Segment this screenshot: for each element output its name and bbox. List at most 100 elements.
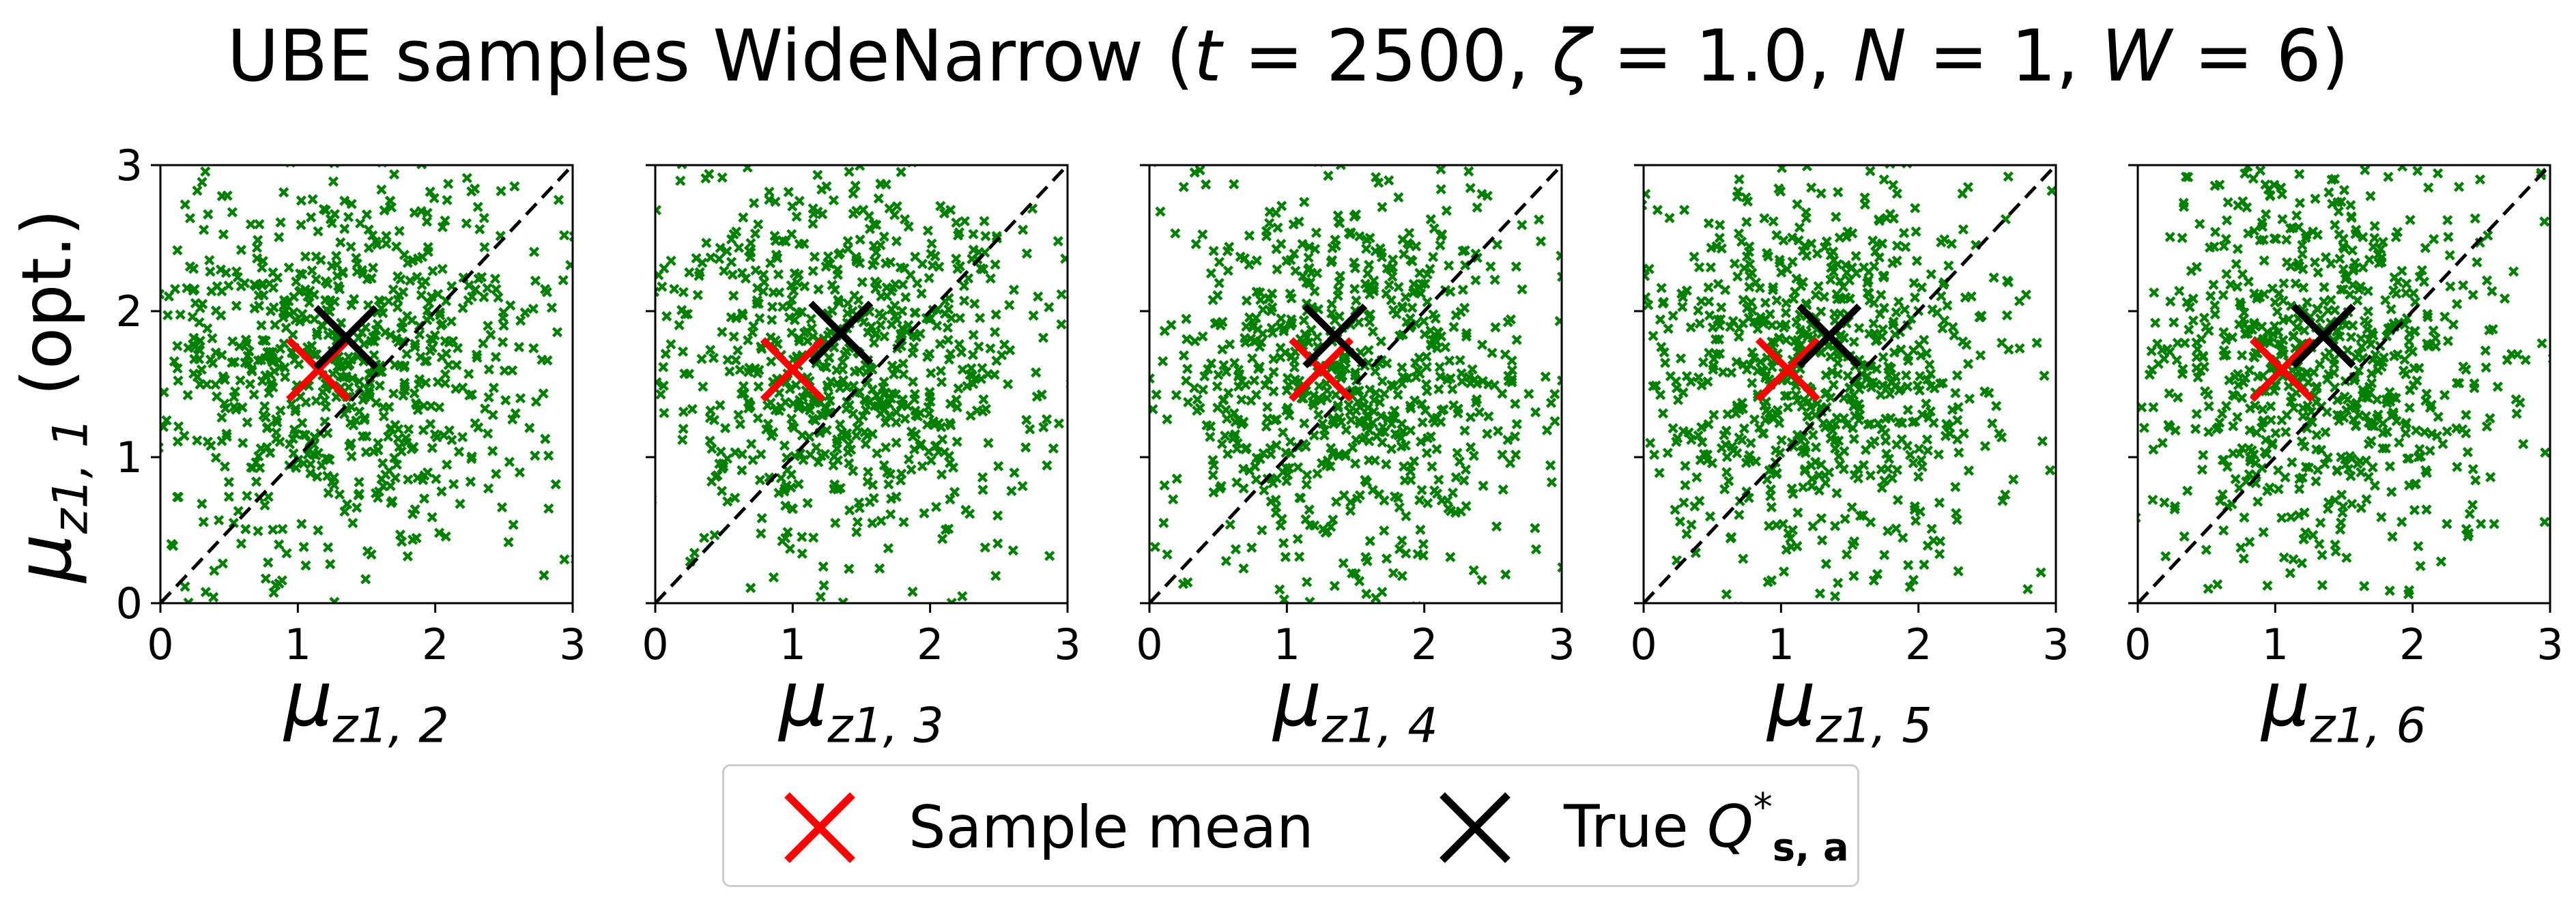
sample-point — [1866, 382, 1877, 393]
sample-point — [919, 508, 930, 519]
sample-point — [1394, 544, 1405, 555]
sample-point — [280, 297, 291, 308]
sample-point — [1902, 405, 1913, 416]
sample-point — [786, 469, 797, 480]
sample-point — [2278, 552, 2289, 563]
sample-point — [1958, 224, 1969, 235]
sample-point — [1806, 480, 1818, 491]
sample-point — [694, 267, 705, 278]
sample-point — [1799, 444, 1809, 455]
sample-point — [2358, 262, 2369, 273]
sample-point — [900, 214, 911, 224]
x-axis-label-mu: μ — [1273, 655, 1322, 744]
sample-point — [283, 262, 294, 273]
sample-point — [850, 180, 861, 191]
sample-point — [2276, 512, 2287, 523]
x-axis-label-mu: μ — [1767, 655, 1816, 744]
sample-point — [1810, 442, 1822, 453]
sample-point — [1349, 257, 1360, 268]
sample-point — [1338, 557, 1349, 569]
sample-point — [528, 246, 540, 257]
sample-point — [1659, 358, 1671, 368]
sample-point — [1311, 606, 1319, 614]
sample-point — [1472, 252, 1483, 263]
sample-point — [1244, 230, 1255, 241]
sample-point — [910, 307, 921, 318]
sample-point — [2397, 165, 2408, 172]
sample-point — [1498, 484, 1508, 495]
sample-point — [1880, 427, 1891, 439]
sample-point — [323, 487, 334, 499]
sample-point — [2022, 583, 2033, 595]
sample-point — [483, 364, 495, 375]
sample-point — [2376, 257, 2387, 267]
sample-point — [2244, 469, 2255, 480]
sample-point — [1428, 309, 1439, 320]
sample-point — [2433, 168, 2444, 179]
sample-point — [2014, 343, 2025, 354]
sample-point — [1452, 403, 1463, 414]
sample-point — [194, 317, 205, 328]
sample-point — [1816, 306, 1827, 317]
sample-point — [1689, 501, 1700, 512]
sample-point — [1831, 488, 1842, 499]
sample-point — [1994, 428, 2005, 439]
sample-point — [822, 382, 833, 393]
sample-point — [2470, 213, 2480, 224]
sample-point — [1491, 521, 1502, 532]
sample-point — [764, 186, 775, 197]
sample-point — [2396, 265, 2407, 276]
sample-point — [1859, 192, 1870, 203]
sample-point — [1909, 292, 1921, 303]
sample-point — [883, 479, 894, 490]
sample-point — [1873, 214, 1885, 225]
sample-point — [1949, 330, 1960, 341]
sample-point — [1435, 165, 1446, 175]
sample-point — [483, 320, 493, 332]
sample-point — [659, 263, 670, 274]
sample-point — [1194, 165, 1205, 175]
sample-point — [678, 406, 689, 418]
sample-point — [1726, 367, 1737, 378]
sample-point — [834, 383, 846, 394]
sample-point — [1704, 511, 1716, 522]
sample-point — [1447, 487, 1459, 498]
sample-point — [911, 429, 921, 440]
sample-point — [849, 366, 860, 377]
sample-point — [985, 273, 996, 284]
sample-point — [1810, 289, 1821, 301]
sample-point — [346, 300, 357, 310]
sample-point — [1777, 519, 1789, 529]
sample-point — [1792, 199, 1803, 209]
sample-point — [2381, 331, 2392, 342]
sample-point — [373, 492, 384, 504]
sample-point — [1364, 259, 1375, 270]
sample-point — [687, 403, 698, 415]
sample-point — [959, 295, 970, 306]
sample-point — [298, 458, 309, 469]
sample-point — [1280, 551, 1291, 562]
sample-point — [2218, 241, 2229, 252]
sample-point — [830, 517, 841, 529]
sample-point — [828, 460, 839, 471]
sample-point — [471, 349, 482, 360]
sample-point — [411, 532, 422, 544]
sample-point — [339, 223, 350, 234]
sample-point — [1855, 403, 1865, 415]
sample-point — [452, 343, 463, 353]
sample-point — [734, 364, 745, 375]
sample-point — [935, 366, 947, 377]
sample-point — [1033, 291, 1044, 302]
sample-point — [917, 259, 928, 270]
sample-point — [530, 275, 541, 287]
sample-point — [470, 284, 481, 295]
sample-point — [394, 441, 405, 452]
sample-point — [1400, 291, 1411, 303]
sample-point — [394, 225, 405, 237]
sample-point — [1758, 428, 1769, 439]
sample-point — [876, 515, 887, 526]
sample-point — [1441, 205, 1452, 216]
sample-point — [2366, 377, 2377, 389]
sample-point — [1759, 213, 1770, 224]
